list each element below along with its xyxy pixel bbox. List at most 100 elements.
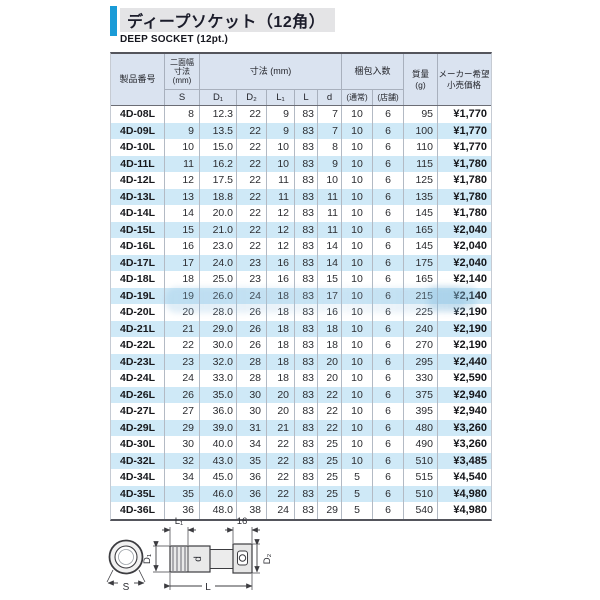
dim-l-cell: 83 bbox=[295, 221, 318, 238]
mass-cell: 110 bbox=[404, 139, 438, 156]
subheader-s: S bbox=[165, 90, 200, 105]
dim-d2-cell: 22 bbox=[237, 221, 267, 238]
dim-l-cell: 83 bbox=[295, 155, 318, 172]
table-row: 4D-17L 17 24.0 23 16 83 14 10 6 175 ¥2,040 bbox=[111, 254, 491, 271]
dim-l1-cell: 20 bbox=[267, 403, 295, 420]
product-code-cell: 4D-15L bbox=[111, 221, 165, 238]
dim-d1: D₁ bbox=[142, 541, 170, 573]
dim-d1-cell: 13.5 bbox=[200, 122, 237, 139]
dim-d1-cell: 24.0 bbox=[200, 254, 237, 271]
price-cell: ¥2,940 bbox=[453, 388, 487, 401]
dim-d-cell: 22 bbox=[318, 386, 342, 403]
dim-s-cell: 8 bbox=[165, 106, 200, 123]
header-width-across-flats: 二面幅 寸法 (mm) bbox=[165, 54, 200, 90]
qty-store-cell: 6 bbox=[373, 469, 404, 486]
label-d1: D₁ bbox=[142, 554, 153, 564]
dim-l-cell: 83 bbox=[295, 122, 318, 139]
dim-l1-cell: 18 bbox=[267, 287, 295, 304]
qty-normal-cell: 10 bbox=[342, 155, 373, 172]
mass-cell: 480 bbox=[404, 419, 438, 436]
dim-l-cell: 83 bbox=[295, 188, 318, 205]
qty-store-cell: 6 bbox=[373, 337, 404, 354]
dim-d2-cell: 22 bbox=[237, 205, 267, 222]
table-row: 4D-21L 21 29.0 26 18 83 18 10 6 240 ¥2,190 bbox=[111, 320, 491, 337]
table-row: 4D-36L 36 48.0 38 24 83 29 5 6 540 ¥4,980 bbox=[111, 502, 491, 519]
mass-cell: 215 bbox=[404, 287, 438, 304]
dim-l-cell: 83 bbox=[295, 238, 318, 255]
dim-d1-cell: 18.8 bbox=[200, 188, 237, 205]
dim-d-cell: 22 bbox=[318, 419, 342, 436]
socket-dimension-diagram: S d D₁ D₂ L₁ bbox=[106, 516, 273, 593]
dim-d2-cell: 26 bbox=[237, 304, 267, 321]
mass-cell: 515 bbox=[404, 469, 438, 486]
dim-d-cell: 14 bbox=[318, 238, 342, 255]
dim-s-cell: 30 bbox=[165, 436, 200, 453]
dim-d1-cell: 23.0 bbox=[200, 238, 237, 255]
dim-d-cell: 11 bbox=[318, 221, 342, 238]
qty-store-cell: 6 bbox=[373, 386, 404, 403]
qty-store-cell: 6 bbox=[373, 139, 404, 156]
dim-d1-cell: 35.0 bbox=[200, 386, 237, 403]
dim-l1-cell: 12 bbox=[267, 205, 295, 222]
table-row: 4D-35L 35 46.0 36 22 83 25 5 6 510 ¥4,980 bbox=[111, 485, 491, 502]
dim-d1-cell: 32.0 bbox=[200, 353, 237, 370]
mass-cell: 270 bbox=[404, 337, 438, 354]
price-cell: ¥1,770 bbox=[453, 108, 487, 121]
mass-cell: 295 bbox=[404, 353, 438, 370]
table-row: 4D-34L 34 45.0 36 22 83 25 5 6 515 ¥4,540 bbox=[111, 469, 491, 486]
mass-cell: 165 bbox=[404, 271, 438, 288]
table-row: 4D-20L 20 28.0 26 18 83 16 10 6 225 ¥2,190 bbox=[111, 304, 491, 321]
price-cell: ¥1,770 bbox=[453, 124, 487, 137]
product-code-cell: 4D-14L bbox=[111, 205, 165, 222]
dim-d2-cell: 22 bbox=[237, 172, 267, 189]
dim-d2-cell: 23 bbox=[237, 271, 267, 288]
dim-d1-cell: 12.3 bbox=[200, 106, 237, 123]
dim-d1-cell: 15.0 bbox=[200, 139, 237, 156]
dim-d-cell: 7 bbox=[318, 106, 342, 123]
dim-l-cell: 83 bbox=[295, 452, 318, 469]
mass-cell: 225 bbox=[404, 304, 438, 321]
dim-d1-cell: 30.0 bbox=[200, 337, 237, 354]
dim-d1-cell: 45.0 bbox=[200, 469, 237, 486]
dim-s-cell: 17 bbox=[165, 254, 200, 271]
product-code-cell: 4D-32L bbox=[111, 452, 165, 469]
dim-d-cell: 14 bbox=[318, 254, 342, 271]
dim-d2-cell: 35 bbox=[237, 452, 267, 469]
dim-d-cell: 18 bbox=[318, 337, 342, 354]
price-cell: ¥2,440 bbox=[453, 355, 487, 368]
dim-l1-cell: 16 bbox=[267, 271, 295, 288]
dim-d1-cell: 46.0 bbox=[200, 485, 237, 502]
socket-side-view: d bbox=[169, 543, 253, 574]
qty-normal-cell: 10 bbox=[342, 337, 373, 354]
qty-store-cell: 6 bbox=[373, 419, 404, 436]
qty-normal-cell: 5 bbox=[342, 485, 373, 502]
table-header: 製品番号 二面幅 寸法 (mm) 寸法 (mm) 梱包入数 質量 (g) メーカ… bbox=[111, 54, 491, 106]
product-code-cell: 4D-08L bbox=[111, 106, 165, 123]
table-row: 4D-23L 23 32.0 28 18 83 20 10 6 295 ¥2,440 bbox=[111, 353, 491, 370]
dim-d1-cell: 48.0 bbox=[200, 502, 237, 519]
dim-l1-cell: 18 bbox=[267, 337, 295, 354]
header-price: メーカー希望 小売価格 bbox=[438, 69, 490, 90]
subheader-d2: D₂ bbox=[237, 90, 267, 105]
price-cell: ¥2,040 bbox=[453, 256, 487, 269]
dim-d-cell: 18 bbox=[318, 320, 342, 337]
mass-cell: 100 bbox=[404, 122, 438, 139]
product-code-cell: 4D-27L bbox=[111, 403, 165, 420]
subheader-l: L bbox=[295, 90, 318, 105]
product-code-cell: 4D-16L bbox=[111, 238, 165, 255]
dim-d-cell: 16 bbox=[318, 304, 342, 321]
dim-l-cell: 83 bbox=[295, 205, 318, 222]
mass-cell: 540 bbox=[404, 502, 438, 519]
dim-d2-cell: 36 bbox=[237, 485, 267, 502]
dim-s-cell: 27 bbox=[165, 403, 200, 420]
product-code-cell: 4D-29L bbox=[111, 419, 165, 436]
dim-d-cell: 20 bbox=[318, 353, 342, 370]
dim-l1-cell: 22 bbox=[267, 485, 295, 502]
mass-cell: 95 bbox=[404, 106, 438, 123]
qty-normal-cell: 10 bbox=[342, 139, 373, 156]
dim-l-cell: 83 bbox=[295, 403, 318, 420]
dim-d-cell: 22 bbox=[318, 403, 342, 420]
dim-d2-cell: 22 bbox=[237, 139, 267, 156]
dim-d1-cell: 39.0 bbox=[200, 419, 237, 436]
product-code-cell: 4D-13L bbox=[111, 188, 165, 205]
